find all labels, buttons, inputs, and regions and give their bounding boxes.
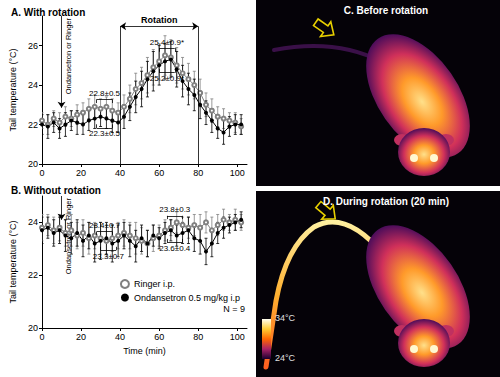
svg-text:26: 26 (28, 41, 38, 51)
svg-text:23.4±0.7: 23.4±0.7 (89, 221, 121, 230)
svg-text:22.3±0.5: 22.3±0.5 (89, 129, 121, 138)
svg-text:22: 22 (28, 270, 38, 280)
svg-text:0: 0 (39, 168, 44, 178)
svg-text:Ondansetron 0.5 mg/kg i.p: Ondansetron 0.5 mg/kg i.p (134, 293, 240, 303)
svg-text:Tail temperature (°C): Tail temperature (°C) (8, 220, 18, 303)
svg-text:34°C: 34°C (275, 313, 296, 323)
svg-text:60: 60 (154, 168, 164, 178)
svg-text:24: 24 (28, 217, 38, 227)
svg-text:24°C: 24°C (275, 353, 296, 363)
svg-text:24: 24 (28, 80, 38, 90)
svg-text:100: 100 (230, 332, 245, 342)
svg-text:23.8±0.3: 23.8±0.3 (159, 205, 191, 214)
svg-text:80: 80 (193, 168, 203, 178)
svg-text:25.2±0.9*: 25.2±0.9* (150, 74, 184, 83)
svg-text:C. Before rotation: C. Before rotation (344, 5, 428, 16)
svg-text:20: 20 (76, 332, 86, 342)
svg-text:40: 40 (115, 168, 125, 178)
svg-text:N = 9: N = 9 (223, 304, 245, 314)
svg-text:A. With rotation: A. With rotation (11, 7, 85, 18)
svg-text:22.8±0.5: 22.8±0.5 (89, 89, 121, 98)
svg-text:20: 20 (28, 159, 38, 169)
svg-text:Ondansetron or Ringer: Ondansetron or Ringer (64, 198, 73, 275)
svg-text:Ringer i.p.: Ringer i.p. (134, 279, 175, 289)
svg-text:23.3±0.7: 23.3±0.7 (93, 252, 125, 261)
svg-text:Tail temperature (°C): Tail temperature (°C) (8, 48, 18, 131)
svg-text:Rotation: Rotation (141, 15, 178, 25)
svg-text:40: 40 (115, 332, 125, 342)
svg-text:20: 20 (28, 323, 38, 333)
svg-text:100: 100 (230, 168, 245, 178)
svg-text:60: 60 (154, 332, 164, 342)
svg-text:Ondansetron or Ringer: Ondansetron or Ringer (64, 18, 73, 95)
svg-text:22: 22 (28, 120, 38, 130)
svg-text:0: 0 (39, 332, 44, 342)
svg-text:D. During rotation (20 min): D. During rotation (20 min) (323, 196, 449, 207)
svg-text:23.6±0.4: 23.6±0.4 (159, 244, 191, 253)
svg-text:20: 20 (76, 168, 86, 178)
svg-text:80: 80 (193, 332, 203, 342)
svg-text:B. Without rotation: B. Without rotation (11, 185, 101, 196)
svg-text:25.4±0.9*: 25.4±0.9* (150, 38, 184, 47)
svg-text:Time (min): Time (min) (123, 346, 166, 356)
